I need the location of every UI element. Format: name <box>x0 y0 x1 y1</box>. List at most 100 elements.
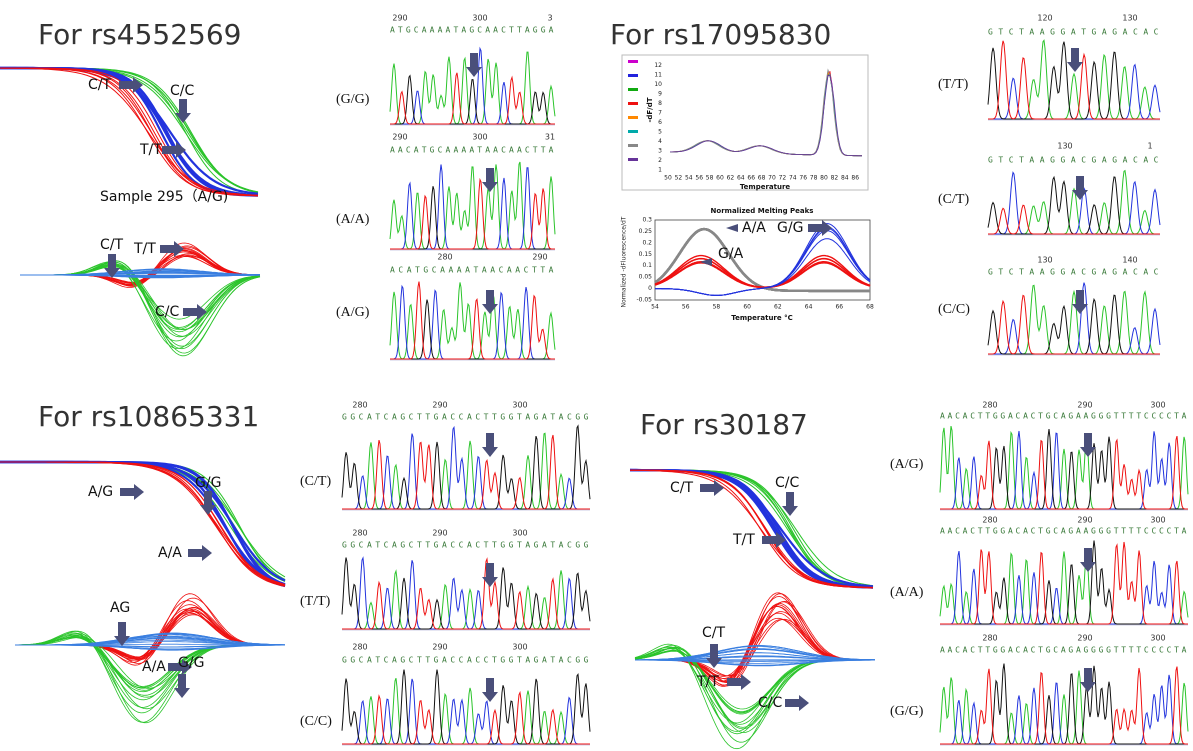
tick-label: 10 <box>654 81 662 88</box>
panel-title: For rs30187 <box>640 408 808 441</box>
sample-label: Sample 295（A/G) <box>100 189 228 205</box>
axis-label: Temperature °C <box>731 314 792 322</box>
genotype-label: (A/A) <box>336 212 370 227</box>
genotype-label: (T/T) <box>938 77 969 92</box>
axis-label: Normalized -dFluorescence/dT <box>621 216 628 307</box>
position-number: 140 <box>1122 256 1137 265</box>
position-number: 31 <box>545 133 555 142</box>
position-number: 290 <box>1077 401 1092 410</box>
position-number: 300 <box>1150 401 1165 410</box>
legend-swatch <box>628 158 638 161</box>
genotype-label: (C/T) <box>300 474 331 489</box>
position-number: 280 <box>352 643 367 652</box>
panel-title: For rs17095830 <box>610 18 831 51</box>
position-number: 290 <box>392 14 407 23</box>
tick-label: 2 <box>658 157 662 164</box>
tick-label: 52 <box>675 175 683 182</box>
position-number: 280 <box>437 253 452 262</box>
tick-label: 82 <box>831 175 839 182</box>
axis-label: -dF/dT <box>646 97 654 122</box>
tick-label: 7 <box>658 110 662 117</box>
tick-label: 66 <box>747 175 755 182</box>
tick-label: 86 <box>851 175 859 182</box>
position-number: 1 <box>1147 142 1152 151</box>
position-number: 280 <box>982 634 997 643</box>
panel-title: For rs4552569 <box>38 18 241 51</box>
base-sequence: AACACTTGGACACTGCAGAAGGGTTTTCCCCTA <box>940 527 1188 536</box>
tick-label: 6 <box>658 119 662 126</box>
genotype-label: T/T <box>696 674 719 690</box>
tick-label: 9 <box>658 91 662 98</box>
base-sequence: ATGCAAAATAGCAACTTAGGA <box>390 26 555 35</box>
tick-label: 3 <box>658 148 662 155</box>
position-number: 290 <box>1077 516 1092 525</box>
genotype-label: C/C <box>170 83 194 99</box>
tick-label: 0.05 <box>639 274 653 281</box>
tick-label: 4 <box>658 138 662 145</box>
tick-label: 62 <box>774 304 782 311</box>
tick-label: 70 <box>768 175 776 182</box>
genotype-label: G/G <box>195 475 221 491</box>
axis-label: Temperature <box>740 183 791 191</box>
genotype-label: G/G <box>178 655 204 671</box>
tick-label: 66 <box>835 304 843 311</box>
tick-label: 58 <box>713 304 721 311</box>
genotype-label: (C/C) <box>300 714 332 729</box>
position-number: 300 <box>472 133 487 142</box>
tick-label: 0.1 <box>642 262 652 269</box>
tick-label: 84 <box>841 175 849 182</box>
tick-label: 56 <box>695 175 703 182</box>
position-number: 300 <box>512 529 527 538</box>
tick-label: 11 <box>654 72 662 79</box>
base-sequence: GTCTAAGGACGAGACAC <box>988 156 1160 165</box>
position-number: 3 <box>547 14 552 23</box>
genotype-label: G/G <box>777 220 803 236</box>
base-sequence: GTCTAAGGACGAGACAC <box>988 268 1160 277</box>
tick-label: 56 <box>682 304 690 311</box>
tick-label: 0.3 <box>642 217 652 224</box>
legend-swatch <box>628 144 638 147</box>
figure: For rs4552569 C/C C/T T/T Sample 295（A/G) C/T… <box>0 0 1193 751</box>
genotype-label: (C/C) <box>938 302 970 317</box>
base-sequence: AACACTTGGACACTGCAGAAGGGTTTTCCCCTA <box>940 412 1188 421</box>
legend-swatch <box>628 60 638 63</box>
tick-label: 64 <box>737 175 745 182</box>
tick-label: 0.2 <box>642 239 652 246</box>
tick-label: 8 <box>658 100 662 107</box>
position-number: 290 <box>432 529 447 538</box>
genotype-label: C/T <box>702 625 725 641</box>
genotype-label: A/G <box>88 484 113 500</box>
position-number: 280 <box>352 401 367 410</box>
genotype-label: T/T <box>139 142 162 158</box>
legend-swatch <box>628 130 638 133</box>
position-number: 130 <box>1057 142 1072 151</box>
position-number: 290 <box>432 401 447 410</box>
tick-label: 68 <box>866 304 874 311</box>
genotype-label: C/C <box>758 695 782 711</box>
genotype-label: (A/A) <box>890 585 924 600</box>
position-number: 300 <box>512 401 527 410</box>
base-sequence: GTCTAAGGATGAGACAC <box>988 28 1160 37</box>
tick-label: 60 <box>716 175 724 182</box>
position-number: 130 <box>1122 14 1137 23</box>
genotype-label: (T/T) <box>300 594 331 609</box>
genotype-label: C/C <box>155 304 179 320</box>
genotype-label: (A/G) <box>890 457 924 472</box>
genotype-label: (A/G) <box>336 305 370 320</box>
position-number: 130 <box>1037 256 1052 265</box>
tick-label: 60 <box>743 304 751 311</box>
tick-label: -0.05 <box>636 297 652 304</box>
tick-label: 0 <box>648 285 652 292</box>
position-number: 300 <box>512 643 527 652</box>
genotype-label: C/T <box>670 480 693 496</box>
base-sequence: AACATGCAAAATAACAACTTA <box>390 146 555 155</box>
position-number: 300 <box>1150 634 1165 643</box>
tick-label: 72 <box>779 175 787 182</box>
tick-label: 5 <box>658 129 662 136</box>
base-sequence: AACACTTGGACACTGCAGAGGGGTTTTCCCCTA <box>940 646 1188 655</box>
position-number: 290 <box>432 643 447 652</box>
tick-label: 12 <box>654 62 662 69</box>
genotype-label: C/T <box>88 77 111 93</box>
tick-label: 54 <box>685 175 693 182</box>
panel-title: For rs10865331 <box>38 400 259 433</box>
